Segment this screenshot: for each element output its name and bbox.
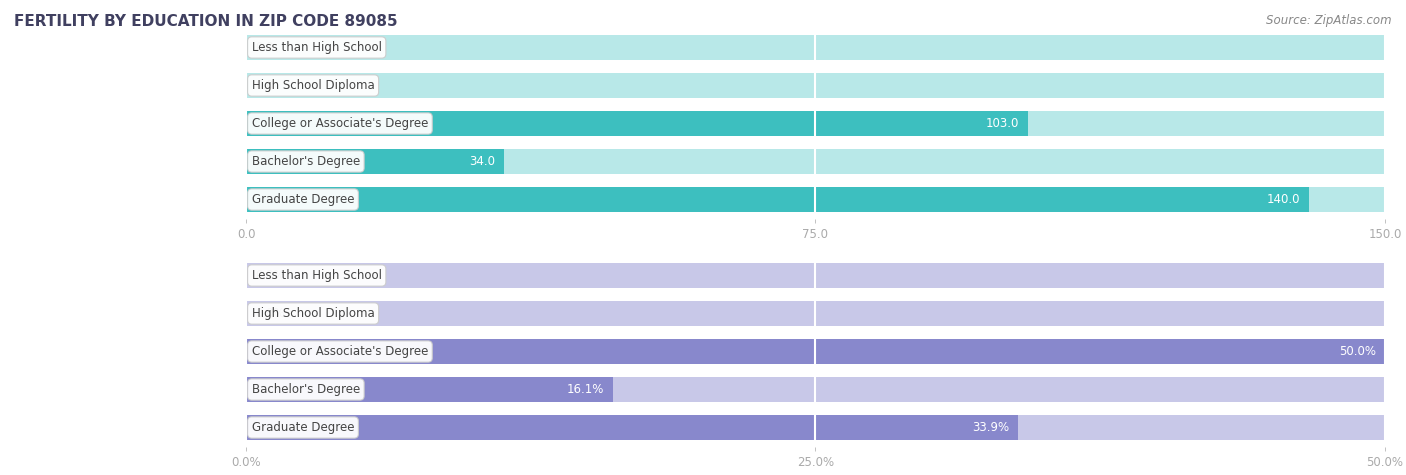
Bar (246, 149, 1385, 174)
Bar (246, 35, 1385, 60)
Text: 33.9%: 33.9% (972, 421, 1010, 434)
Text: Source: ZipAtlas.com: Source: ZipAtlas.com (1267, 14, 1392, 27)
Text: College or Associate's Degree: College or Associate's Degree (252, 117, 427, 130)
Text: Less than High School: Less than High School (252, 41, 382, 54)
Bar (246, 377, 1385, 402)
Text: 0.0: 0.0 (254, 79, 274, 92)
Bar (246, 111, 1385, 136)
Bar (246, 377, 613, 402)
Bar (246, 339, 1385, 364)
Text: High School Diploma: High School Diploma (252, 79, 374, 92)
Bar (246, 187, 1309, 212)
Text: FERTILITY BY EDUCATION IN ZIP CODE 89085: FERTILITY BY EDUCATION IN ZIP CODE 89085 (14, 14, 398, 29)
Text: High School Diploma: High School Diploma (252, 307, 374, 320)
Text: 50.0%: 50.0% (1339, 345, 1376, 358)
Text: 0.0%: 0.0% (254, 269, 285, 282)
Bar (246, 263, 1385, 288)
Text: 140.0: 140.0 (1267, 193, 1301, 206)
Bar (246, 415, 1018, 440)
Text: Graduate Degree: Graduate Degree (252, 193, 354, 206)
Text: Bachelor's Degree: Bachelor's Degree (252, 155, 360, 168)
Bar (246, 415, 1385, 440)
Bar (246, 73, 1385, 98)
Text: Less than High School: Less than High School (252, 269, 382, 282)
Bar (246, 149, 505, 174)
Text: 34.0: 34.0 (470, 155, 495, 168)
Text: 16.1%: 16.1% (567, 383, 603, 396)
Text: Graduate Degree: Graduate Degree (252, 421, 354, 434)
Text: 0.0: 0.0 (254, 41, 274, 54)
Bar (246, 339, 1385, 364)
Bar (246, 111, 1028, 136)
Bar (246, 301, 1385, 326)
Bar (246, 187, 1385, 212)
Text: Bachelor's Degree: Bachelor's Degree (252, 383, 360, 396)
Text: College or Associate's Degree: College or Associate's Degree (252, 345, 427, 358)
Text: 103.0: 103.0 (986, 117, 1019, 130)
Text: 0.0%: 0.0% (254, 307, 285, 320)
